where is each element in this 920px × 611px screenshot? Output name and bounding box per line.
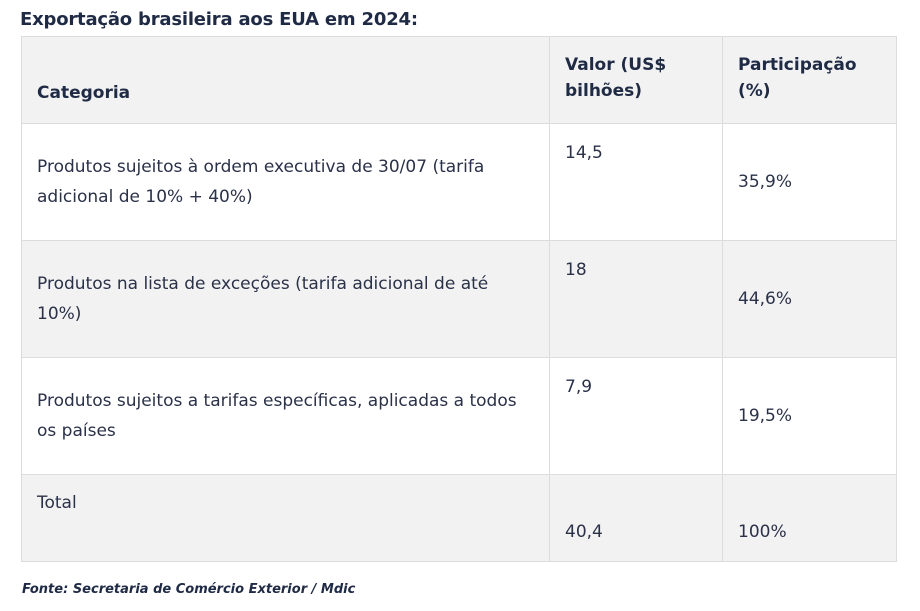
cell-category: Produtos sujeitos à ordem executiva de 3… [21,123,550,241]
cell-share: 35,9% [722,123,897,241]
table-total-row: Total 40,4 100% [21,474,897,562]
cell-category: Produtos sujeitos a tarifas específicas,… [21,357,550,475]
table-header-row: Categoria Valor (US$ bilhões) Participaç… [21,36,897,124]
table-title: Exportação brasileira aos EUA em 2024: [20,9,418,30]
cell-share: 44,6% [722,240,897,358]
source-note: Fonte: Secretaria de Comércio Exterior /… [22,582,356,597]
export-table: Categoria Valor (US$ bilhões) Participaç… [21,36,897,562]
header-share: Participação (%) [722,36,897,124]
header-category: Categoria [21,36,550,124]
total-value: 40,4 [549,474,723,562]
header-value: Valor (US$ bilhões) [549,36,723,124]
total-label: Total [21,474,550,562]
cell-value: 14,5 [549,123,723,241]
table-row: Produtos na lista de exceções (tarifa ad… [21,240,897,358]
table-row: Produtos sujeitos a tarifas específicas,… [21,357,897,475]
cell-value: 18 [549,240,723,358]
cell-share: 19,5% [722,357,897,475]
cell-value: 7,9 [549,357,723,475]
table-row: Produtos sujeitos à ordem executiva de 3… [21,123,897,241]
cell-category: Produtos na lista de exceções (tarifa ad… [21,240,550,358]
total-share: 100% [722,474,897,562]
